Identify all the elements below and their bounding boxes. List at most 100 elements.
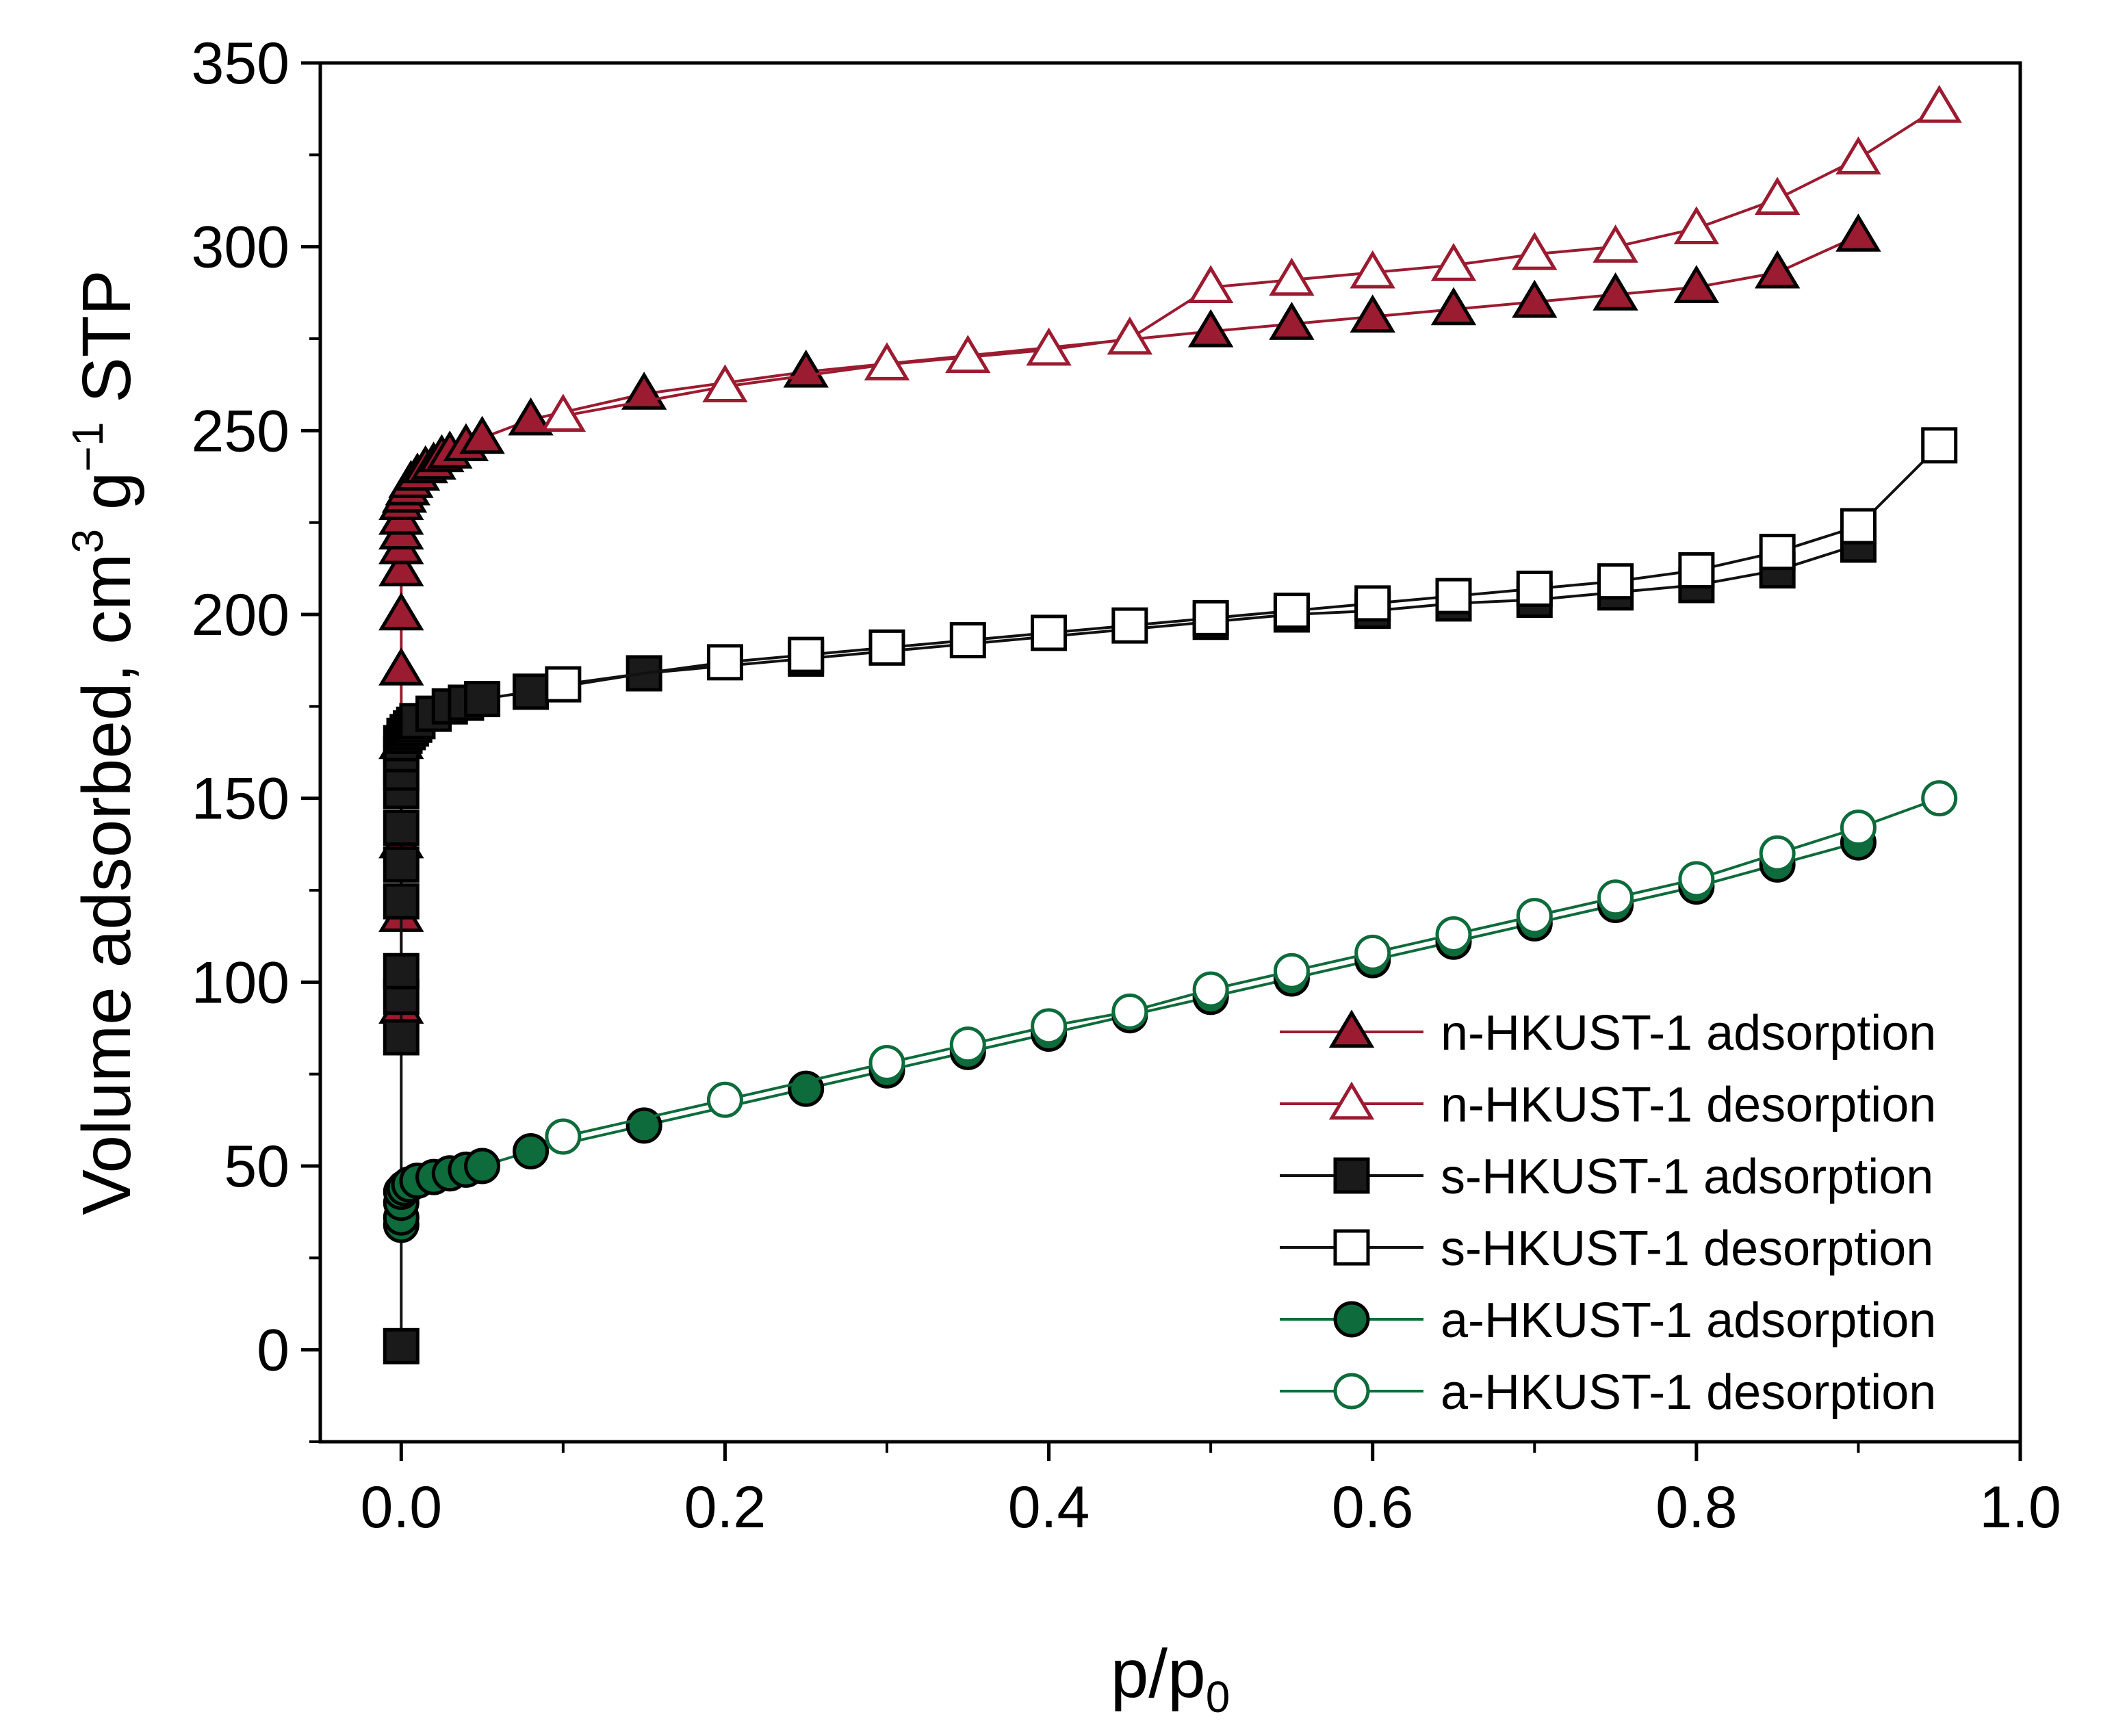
y-tick-label: 0 [257, 1318, 289, 1384]
y-axis-title: Volume adsorbed, cm3 g−1 STP [63, 270, 145, 1215]
data-point [383, 846, 420, 883]
data-point [378, 647, 424, 686]
data-point [1107, 316, 1153, 355]
y-axis-title-sup1: 3 [63, 529, 112, 554]
data-point [1435, 578, 1472, 614]
data-point [1673, 206, 1720, 244]
data-point [864, 342, 910, 380]
legend-item: n-HKUST-1 adsorption [1280, 1006, 1936, 1061]
data-point [1597, 563, 1634, 600]
data-point [383, 883, 420, 920]
data-point [626, 1107, 662, 1144]
x-axis-title-subscript: 0 [1206, 1672, 1230, 1722]
data-point [1435, 916, 1472, 953]
data-point [1678, 552, 1715, 589]
data-point [1921, 780, 1958, 817]
data-point [378, 548, 424, 586]
series-s-hkust-1-desorption [545, 427, 1958, 703]
data-point [1593, 224, 1638, 263]
x-tick-label: 0.6 [1332, 1475, 1414, 1540]
data-point [1512, 231, 1558, 270]
data-point [1835, 213, 1881, 252]
y-tick-label: 50 [224, 1134, 289, 1200]
data-point [1516, 898, 1553, 935]
data-point [706, 644, 743, 681]
legend-item: s-HKUST-1 desorption [1280, 1221, 1933, 1276]
data-point [1916, 84, 1962, 123]
legend-marker [1333, 1373, 1370, 1410]
data-point [1354, 934, 1391, 971]
data-point [383, 809, 420, 846]
data-point [1192, 971, 1229, 1008]
data-point [513, 673, 550, 710]
y-tick-label: 200 [192, 582, 290, 648]
data-point [1273, 593, 1310, 630]
y-axis-title-main: Volume adsorbed, cm [68, 554, 145, 1215]
plot-frame [318, 61, 2022, 1444]
series-line [563, 105, 1940, 417]
data-point [383, 1019, 420, 1056]
data-point [545, 1118, 582, 1155]
data-point [1673, 265, 1720, 303]
data-point [1187, 309, 1234, 348]
data-point [788, 1070, 825, 1107]
data-point [706, 1081, 743, 1118]
data-point [1273, 953, 1310, 989]
data-point [513, 1133, 550, 1170]
data-point [1111, 607, 1148, 644]
data-point [464, 1148, 501, 1184]
y-axis-title-sup2: −1 [63, 422, 112, 472]
legend-item: n-HKUST-1 desorption [1280, 1078, 1936, 1132]
x-tick-label: 0.8 [1655, 1475, 1738, 1540]
data-point [1754, 250, 1801, 289]
data-point [1678, 861, 1715, 898]
data-point [1192, 599, 1229, 636]
data-point [464, 681, 501, 718]
data-point [1516, 570, 1553, 607]
data-point [545, 666, 582, 703]
data-point [459, 415, 505, 454]
x-tick-label: 0.4 [1008, 1475, 1090, 1540]
y-tick-label: 300 [192, 215, 290, 281]
data-point [702, 364, 748, 403]
data-point [1111, 993, 1148, 1030]
data-point [540, 393, 587, 432]
y-tick-label: 250 [192, 398, 290, 464]
legend-marker [1333, 1229, 1370, 1266]
data-point [945, 335, 991, 374]
data-point [1759, 534, 1796, 571]
data-point [378, 592, 424, 631]
legend-item: a-HKUST-1 adsorption [1280, 1293, 1936, 1348]
data-point [1512, 279, 1558, 318]
legend-marker [1333, 1157, 1370, 1194]
legend-label: n-HKUST-1 adsorption [1441, 1006, 1936, 1061]
legend-label: s-HKUST-1 desorption [1441, 1221, 1933, 1276]
data-point [1430, 287, 1477, 326]
data-point [1840, 809, 1877, 846]
legend-item: s-HKUST-1 adsorption [1280, 1150, 1933, 1204]
data-series [378, 84, 1962, 1364]
data-point [1430, 243, 1477, 281]
data-point [1350, 250, 1395, 289]
legend-item: a-HKUST-1 desorption [1280, 1365, 1936, 1420]
data-point [1269, 302, 1315, 340]
series-line [563, 796, 1940, 1138]
data-point [508, 397, 554, 436]
series-n-hkust-1-desorption [540, 84, 1962, 432]
data-point [949, 1026, 986, 1063]
data-point [1759, 835, 1796, 872]
legend-label: a-HKUST-1 desorption [1441, 1365, 1936, 1420]
data-point [383, 953, 420, 989]
legend-label: n-HKUST-1 desorption [1441, 1078, 1936, 1132]
data-point [1350, 294, 1395, 333]
data-point [1026, 327, 1072, 366]
data-point [1354, 585, 1391, 622]
data-point [1754, 177, 1801, 216]
data-point [1187, 265, 1234, 303]
data-point [868, 629, 905, 666]
data-point [1269, 257, 1315, 296]
series-line [563, 444, 1941, 686]
y-tick-label: 350 [192, 31, 290, 96]
y-tick-label: 100 [192, 950, 290, 1015]
